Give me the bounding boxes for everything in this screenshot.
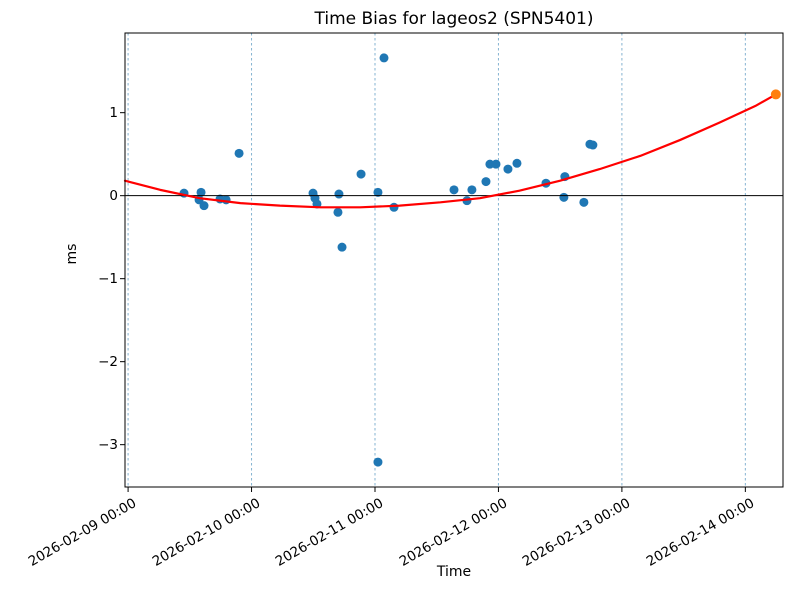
observation-point bbox=[234, 148, 244, 158]
y-tick-label: −2 bbox=[98, 353, 118, 370]
observation-point bbox=[503, 164, 513, 174]
observation-point bbox=[373, 457, 383, 467]
observation-point bbox=[221, 195, 231, 205]
observation-point bbox=[449, 185, 459, 195]
y-axis-label: ms bbox=[64, 243, 80, 265]
observation-point bbox=[467, 185, 477, 195]
observation-point bbox=[196, 187, 206, 197]
y-tick-label: −1 bbox=[98, 270, 118, 287]
observation-point bbox=[491, 159, 501, 169]
observation-point bbox=[559, 192, 569, 202]
observation-point bbox=[356, 169, 366, 179]
observation-point bbox=[373, 187, 383, 197]
plot-border bbox=[124, 32, 784, 488]
chart-title: Time Bias for lageos2 (SPN5401) bbox=[314, 9, 594, 29]
y-tick-label: −3 bbox=[98, 436, 118, 453]
predicted-point bbox=[770, 89, 781, 100]
observation-point bbox=[379, 53, 389, 63]
observation-point bbox=[579, 197, 589, 207]
y-tick-label: 1 bbox=[109, 104, 118, 121]
observation-point bbox=[512, 158, 522, 168]
observation-point bbox=[588, 140, 598, 150]
fit-curve-line bbox=[123, 93, 777, 209]
observation-point bbox=[481, 177, 491, 187]
y-tick-label: 0 bbox=[109, 187, 118, 204]
x-axis-label: Time bbox=[436, 564, 472, 580]
observation-point bbox=[334, 189, 344, 199]
observation-point bbox=[199, 201, 209, 211]
observation-point bbox=[389, 202, 399, 212]
observation-point bbox=[337, 242, 347, 252]
observation-point bbox=[333, 207, 343, 217]
